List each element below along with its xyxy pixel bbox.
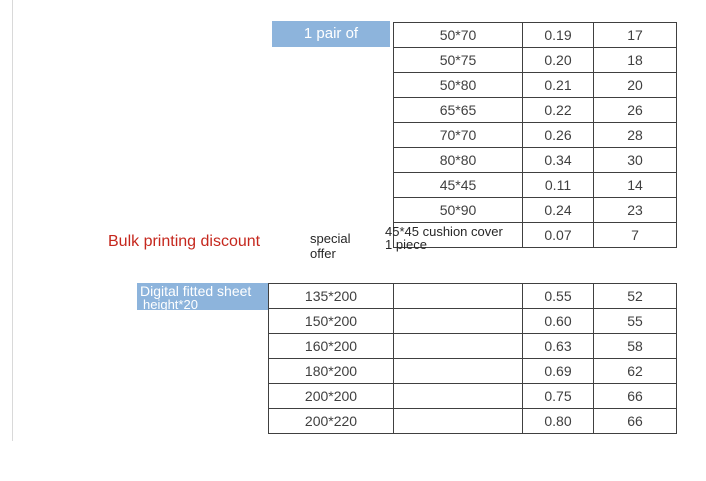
size-cell: 160*200 (268, 333, 394, 359)
table-row: 70*70 0.26 28 (393, 122, 677, 148)
price-cell: 0.26 (522, 122, 594, 148)
size-cell: 200*200 (268, 383, 394, 409)
price-cell: 0.34 (522, 147, 594, 173)
size-cell: 45*45 (393, 172, 523, 198)
fitted-sheet-label: Digital fitted sheet height*20 (137, 283, 277, 310)
size-cell: 180*200 (268, 358, 394, 384)
size-cell-highlighted: 45*45 cushion cover 1 piece (385, 222, 523, 251)
price-cell: 0.20 (522, 47, 594, 73)
qty-cell: 28 (593, 122, 677, 148)
size-cell: 200*220 (268, 408, 394, 434)
price-cell: 0.60 (522, 308, 594, 334)
empty-cell (393, 283, 523, 309)
empty-cell (393, 308, 523, 334)
size-cell: 135*200 (268, 283, 394, 309)
table-row: 150*200 0.60 55 (268, 308, 677, 334)
table-row: 160*200 0.63 58 (268, 333, 677, 359)
price-cell: 0.22 (522, 97, 594, 123)
pair-label: 1 pair of (272, 21, 390, 47)
table-row: 200*220 0.80 66 (268, 408, 677, 434)
qty-cell: 17 (593, 22, 677, 48)
empty-cell (393, 333, 523, 359)
table-row: 50*70 0.19 17 (393, 22, 677, 48)
price-cell: 0.21 (522, 72, 594, 98)
size-cell: 70*70 (393, 122, 523, 148)
price-cell: 0.24 (522, 197, 594, 223)
table-row: 200*200 0.75 66 (268, 383, 677, 409)
price-cell: 0.63 (522, 333, 594, 359)
size-cell: 50*70 (393, 22, 523, 48)
qty-cell: 55 (593, 308, 677, 334)
qty-cell: 62 (593, 358, 677, 384)
table-row: 135*200 0.55 52 (268, 283, 677, 309)
table-row: 65*65 0.22 26 (393, 97, 677, 123)
table-row: 50*80 0.21 20 (393, 72, 677, 98)
fitted-sheet-price-table: 135*200 0.55 52 150*200 0.60 55 160*200 … (268, 283, 677, 434)
fitted-sheet-label-line2: height*20 (143, 297, 198, 311)
qty-cell: 20 (593, 72, 677, 98)
price-cell: 0.11 (522, 172, 594, 198)
size-cell: 50*80 (393, 72, 523, 98)
price-cell: 0.80 (522, 408, 594, 434)
size-cell: 80*80 (393, 147, 523, 173)
price-cell: 0.19 (522, 22, 594, 48)
qty-cell: 30 (593, 147, 677, 173)
qty-cell: 26 (593, 97, 677, 123)
table-row: 45*45 0.11 14 (393, 172, 677, 198)
price-cell: 0.55 (522, 283, 594, 309)
empty-cell (393, 358, 523, 384)
qty-cell: 52 (593, 283, 677, 309)
qty-cell: 14 (593, 172, 677, 198)
qty-cell: 66 (593, 408, 677, 434)
size-cell: 150*200 (268, 308, 394, 334)
price-cell-highlighted: 0.07 (522, 222, 594, 248)
table-row: 50*75 0.20 18 (393, 47, 677, 73)
qty-cell: 66 (593, 383, 677, 409)
spreadsheet-gridline (12, 0, 13, 441)
table-row: 50*90 0.24 23 (393, 197, 677, 223)
empty-cell (393, 408, 523, 434)
special-offer-row: 45*45 cushion cover 1 piece 0.07 7 (385, 222, 677, 251)
empty-cell (393, 383, 523, 409)
size-cell: 50*90 (393, 197, 523, 223)
price-cell: 0.75 (522, 383, 594, 409)
fitted-sheet-label-line1: Digital fitted sheet (140, 283, 252, 299)
size-cell: 50*75 (393, 47, 523, 73)
table-row: 80*80 0.34 30 (393, 147, 677, 173)
qty-cell: 23 (593, 197, 677, 223)
cushion-cover-label: 45*45 cushion cover 1 piece (385, 224, 503, 252)
qty-cell: 18 (593, 47, 677, 73)
qty-cell: 7 (593, 222, 677, 248)
qty-cell: 58 (593, 333, 677, 359)
price-cell: 0.69 (522, 358, 594, 384)
size-cell: 65*65 (393, 97, 523, 123)
bulk-discount-note: Bulk printing discount (108, 233, 261, 250)
special-offer-label: special offer (310, 231, 351, 261)
pillowcase-price-table: 50*70 0.19 17 50*75 0.20 18 50*80 0.21 2… (385, 22, 677, 251)
table-row: 180*200 0.69 62 (268, 358, 677, 384)
